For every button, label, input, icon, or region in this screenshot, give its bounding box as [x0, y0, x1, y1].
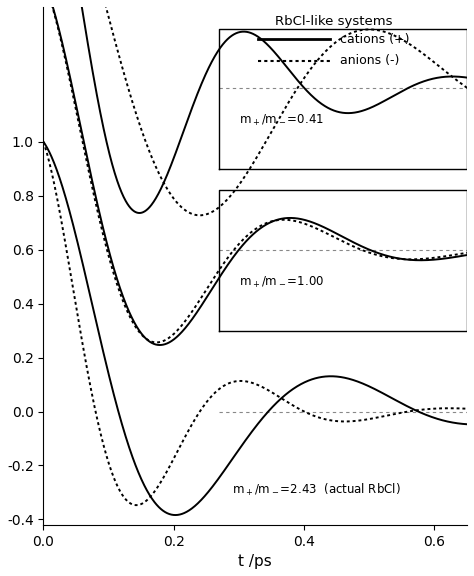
Text: m$_+$/m$_-$=2.43  (actual RbCl): m$_+$/m$_-$=2.43 (actual RbCl) — [232, 482, 401, 498]
X-axis label: t /ps: t /ps — [238, 554, 272, 569]
Text: cations (+): cations (+) — [340, 33, 410, 46]
Text: anions (-): anions (-) — [340, 54, 399, 67]
Text: m$_+$/m$_-$=0.41: m$_+$/m$_-$=0.41 — [239, 113, 324, 128]
Text: m$_+$/m$_-$=1.00: m$_+$/m$_-$=1.00 — [239, 275, 324, 290]
Text: RbCl-like systems: RbCl-like systems — [275, 15, 392, 28]
